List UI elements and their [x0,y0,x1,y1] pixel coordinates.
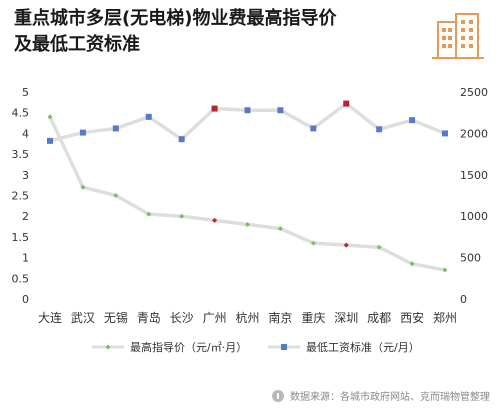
x-tick-label: 杭州 [235,310,259,325]
legend-label-1: 最高指导价（元/㎡·月） [130,340,247,354]
y-left-tick-label: 4.5 [12,107,30,120]
chart-title-line2: 及最低工资标准 [14,34,140,55]
y-right-tick-label: 1000 [460,210,488,223]
y-right-tick-label: 2500 [460,86,488,99]
series-2-point [79,129,86,136]
y-left-tick-label: 5 [22,86,29,99]
series-2-point [112,125,119,132]
series-1-point [179,213,185,219]
series-1-point [47,114,53,120]
series-2-point [47,137,53,144]
series-2-point [442,130,448,137]
y-left-tick-label: 4 [22,127,29,140]
series-2-point [376,126,383,133]
series-2-point [310,125,317,132]
data-source-text: 数据来源：各城市政府网站、克而瑞物管整理 [290,392,490,403]
x-tick-label: 郑州 [433,310,457,325]
series-1-point [80,184,86,190]
x-tick-label: 成都 [367,311,391,325]
series-2-point [145,113,152,120]
y-right-tick-label: 1500 [460,169,488,182]
series-1-point [277,226,283,232]
y-left-tick-label: 1 [22,252,29,265]
y-left-tick-label: 0 [22,293,29,306]
chart-title-line1: 重点城市多层(无电梯)物业费最高指导价 [14,8,337,29]
x-tick-label: 青岛 [137,310,161,325]
series-2-point [409,117,416,124]
series-1-point [442,267,448,273]
x-tick-label: 深圳 [334,311,358,325]
series-1-point [245,221,250,227]
chart-title: 重点城市多层(无电梯)物业费最高指导价 及最低工资标准 [14,6,414,58]
x-tick-label: 长沙 [170,311,194,325]
series-2-point [244,107,251,114]
series-line-1 [48,116,446,272]
x-tick-label: 大连 [38,310,62,325]
x-tick-label: 西安 [400,310,424,325]
y-left-tick-label: 2.5 [12,190,30,203]
y-left-tick-label: 1.5 [12,231,30,244]
y-left-tick-label: 3 [22,169,29,182]
series-1-point [146,211,152,217]
legend-marker-1 [105,344,111,350]
x-tick-label: 重庆 [301,311,325,325]
x-tick-label: 武汉 [71,311,95,325]
y-left-tick-label: 2 [22,210,29,223]
series-1-point [113,193,119,198]
y-right-tick-label: 500 [460,252,481,265]
series-1-point [409,261,415,267]
series-1-point [212,217,218,223]
legend-label-2: 最低工资标准（元/月） [306,340,420,354]
series-2-point [343,100,350,107]
series-2-point [178,136,185,143]
x-tick-label: 无锡 [104,310,128,325]
series-2-point [211,105,218,112]
data-source: 数据来源：各城市政府网站、克而瑞物管整理 [272,388,490,403]
series-1-point [343,242,349,248]
y-right-tick-label: 0 [460,293,467,306]
buildings-logo-icon [432,13,484,59]
info-icon [272,389,284,402]
y-right-tick-label: 2000 [460,127,488,140]
y-left-tick-label: 3.5 [12,148,30,161]
series-1-point [310,240,316,246]
series-2-point [277,107,284,114]
series-1-point [376,244,382,250]
legend-marker-2 [281,344,287,350]
x-tick-label: 南京 [268,310,292,325]
y-left-tick-label: 0.5 [12,272,30,285]
x-tick-label: 广州 [203,311,227,325]
